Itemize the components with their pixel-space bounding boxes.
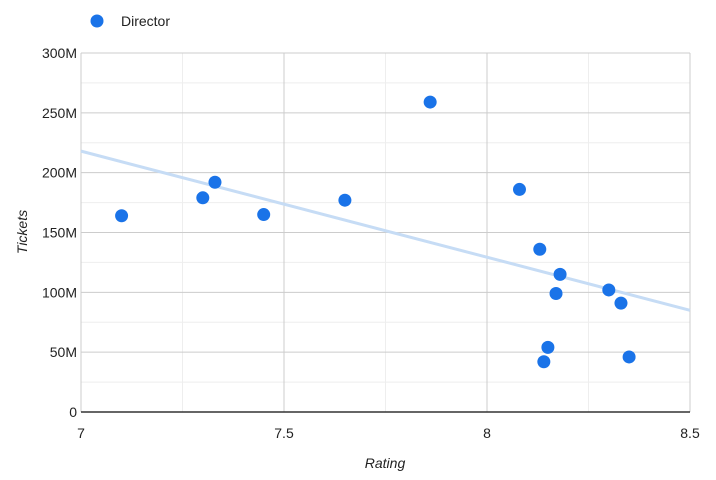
data-point[interactable]	[115, 209, 129, 223]
y-tick-label: 0	[69, 404, 77, 420]
x-axis-title: Rating	[365, 455, 406, 471]
data-point[interactable]	[614, 296, 628, 310]
y-axis-ticks: 0 50M 100M 150M 200M 250M 300M	[42, 45, 77, 420]
data-point[interactable]	[541, 340, 555, 354]
legend-marker	[90, 14, 104, 28]
data-point[interactable]	[196, 191, 210, 205]
y-tick-label: 100M	[42, 284, 77, 300]
x-axis-ticks: 7 7.5 8 8.5	[77, 425, 700, 441]
data-point[interactable]	[602, 283, 616, 297]
y-tick-label: 250M	[42, 105, 77, 121]
data-point[interactable]	[257, 208, 271, 222]
data-point[interactable]	[533, 242, 547, 256]
data-point[interactable]	[338, 193, 352, 207]
y-tick-label: 200M	[42, 165, 77, 181]
legend-label: Director	[121, 13, 170, 29]
x-tick-label: 7.5	[274, 425, 294, 441]
major-gridlines	[80, 52, 691, 412]
y-axis-title: Tickets	[14, 210, 30, 254]
trendline	[80, 149, 691, 312]
data-points	[115, 95, 636, 369]
data-point[interactable]	[553, 267, 567, 281]
data-point[interactable]	[208, 175, 222, 189]
y-tick-label: 300M	[42, 45, 77, 61]
y-tick-label: 50M	[50, 344, 77, 360]
legend[interactable]: Director	[90, 13, 171, 29]
data-point[interactable]	[537, 355, 551, 369]
x-tick-label: 8.5	[680, 425, 700, 441]
y-tick-label: 150M	[42, 225, 77, 241]
x-tick-label: 8	[483, 425, 491, 441]
data-point[interactable]	[423, 95, 437, 109]
data-point[interactable]	[549, 287, 563, 301]
x-tick-label: 7	[77, 425, 85, 441]
data-point[interactable]	[622, 350, 636, 364]
data-point[interactable]	[512, 182, 526, 196]
